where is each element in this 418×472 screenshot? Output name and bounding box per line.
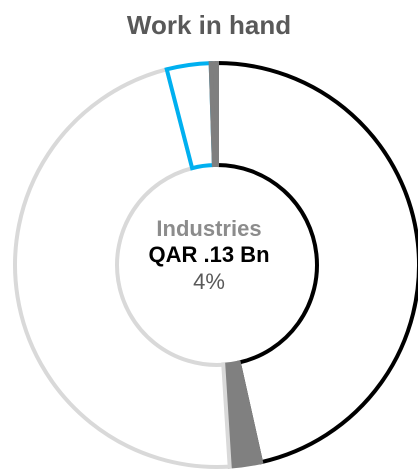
center-label: Industries QAR .13 Bn 4% bbox=[109, 216, 309, 295]
donut-slice-1 bbox=[215, 60, 418, 465]
center-value-label: QAR .13 Bn bbox=[148, 242, 270, 268]
donut-slice-3 bbox=[13, 66, 232, 469]
chart-title: Work in hand bbox=[126, 10, 292, 40]
center-category-label: Industries bbox=[156, 216, 262, 241]
center-percent-label: 4% bbox=[193, 268, 225, 294]
donut-slices bbox=[13, 60, 418, 469]
donut-slice-5 bbox=[208, 60, 219, 168]
